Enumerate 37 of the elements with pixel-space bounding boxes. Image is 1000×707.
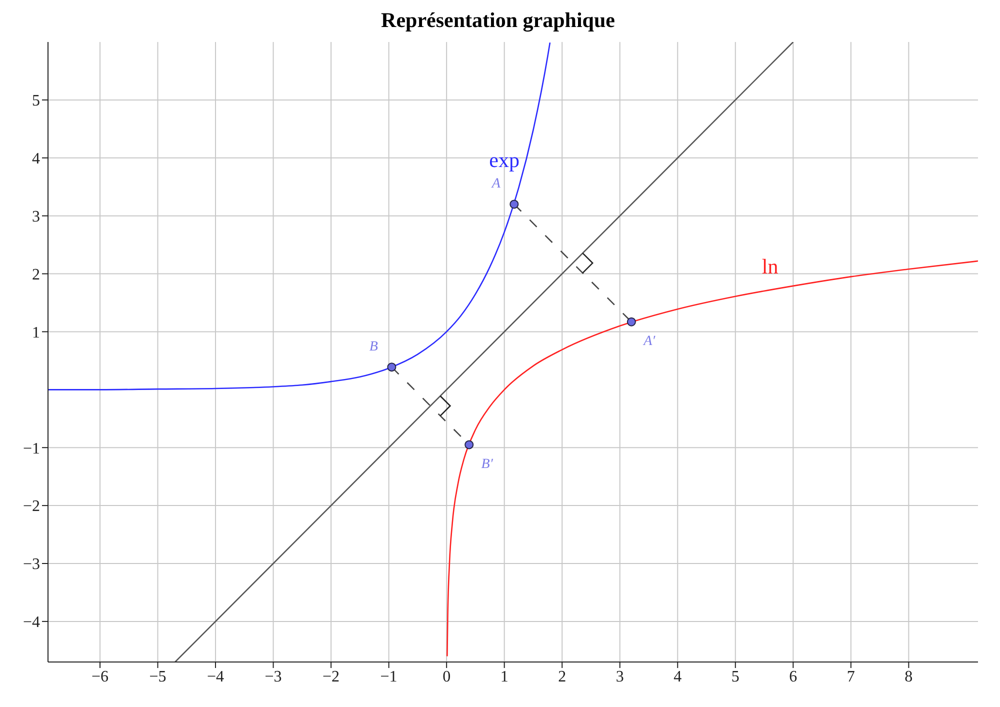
y-tick-label: 1 — [32, 324, 40, 342]
x-tick-label: −4 — [207, 668, 224, 686]
x-tick-label: −5 — [149, 668, 166, 686]
x-tick-label: −2 — [322, 668, 340, 686]
y-tick-label: 5 — [32, 92, 40, 110]
point — [626, 317, 636, 326]
x-tick-label: −1 — [380, 668, 398, 686]
chart-title: Représentation graphique — [380, 8, 616, 34]
x-tick-label: 3 — [616, 668, 624, 686]
annotation: B — [369, 339, 378, 354]
line-series — [446, 260, 978, 657]
y-tick-label: −4 — [22, 614, 40, 632]
y-tick-label: −3 — [22, 556, 40, 574]
x-tick-label: 1 — [500, 668, 508, 686]
x-tick-label: −6 — [91, 668, 109, 686]
series-label: ln — [762, 254, 779, 278]
x-tick-label: 4 — [674, 668, 682, 686]
annotation: A′ — [642, 334, 656, 350]
y-tick-label: −2 — [22, 498, 40, 516]
point — [510, 200, 519, 209]
annotation: A — [490, 176, 501, 192]
x-tick-label: 7 — [846, 668, 855, 686]
series-label: exp — [489, 148, 520, 172]
x-tick-label: 8 — [904, 668, 913, 686]
y-tick-label: 2 — [32, 266, 40, 284]
y-tick-label: −1 — [22, 440, 40, 458]
x-tick-label: 0 — [442, 668, 451, 686]
y-tick-label: 3 — [32, 208, 40, 226]
line-series — [48, 42, 551, 390]
x-tick-label: 6 — [789, 668, 798, 686]
y-tick-label: 4 — [32, 150, 40, 168]
point — [387, 362, 396, 372]
annotation: B′ — [481, 456, 494, 472]
x-tick-label: 5 — [731, 668, 740, 686]
x-tick-label: −3 — [264, 668, 282, 686]
x-tick-label: 2 — [558, 668, 566, 686]
point — [464, 440, 474, 450]
